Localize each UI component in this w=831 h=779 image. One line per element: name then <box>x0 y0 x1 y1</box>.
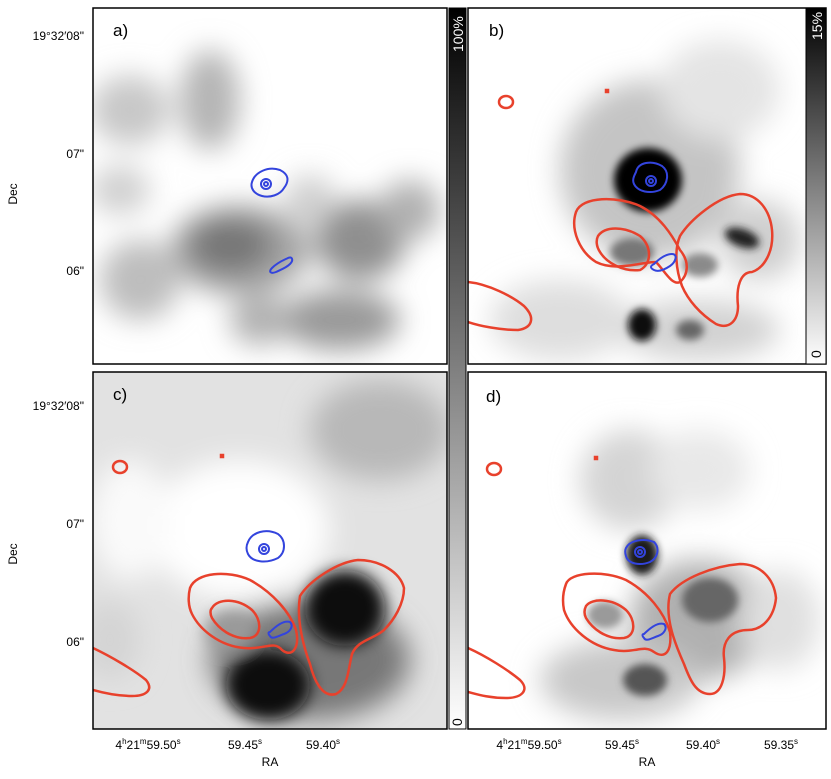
colorbar-left: 100% 0 <box>448 7 467 730</box>
dec-tick-label-06-bottom: 06" <box>66 635 84 649</box>
dec-tick-label-07-bottom: 07" <box>66 517 84 531</box>
panel-c: c) <box>92 371 448 730</box>
panel-b-label: b) <box>489 21 504 40</box>
panel-a: a) <box>92 7 448 365</box>
panel-c-image <box>93 372 447 729</box>
ra-tick-label-5940-left: 59.40s <box>306 737 340 752</box>
ra-axis-right: 4h21m59.50s 59.45s 59.40s 59.35s RA <box>496 737 798 769</box>
panel-b: b) <box>467 7 827 365</box>
ra-tick-label-5940-right: 59.40s <box>686 737 720 752</box>
dec-tick-label-07-top: 07" <box>66 147 84 161</box>
panel-a-image <box>93 50 440 350</box>
dec-axis-bottom: 19°32′08" 07" 06" Dec <box>6 399 84 649</box>
ra-tick-label-5945-right: 59.45s <box>605 737 639 752</box>
dec-tick-label-06-top: 06" <box>66 264 84 278</box>
panel-a-blue-contours <box>250 167 294 274</box>
dec-tick-label-08-bottom: 19°32′08" <box>33 399 84 413</box>
dec-axis-label-top: Dec <box>6 183 20 204</box>
ra-axis-left: 4h21m59.50s 59.45s 59.40s RA <box>115 737 340 769</box>
panel-d-label: d) <box>486 387 501 406</box>
ra-tick-label-5950-right: 4h21m59.50s <box>496 737 561 752</box>
colorbar-left-top-label: 100% <box>450 16 466 52</box>
panel-a-label: a) <box>113 21 128 40</box>
colorbar-right-bottom-label: 0 <box>808 350 824 358</box>
colorbar-right-top-label: 15% <box>809 12 825 40</box>
panel-c-blue-contours <box>245 530 293 639</box>
panel-d-image <box>468 430 820 720</box>
panel-c-label: c) <box>113 385 127 404</box>
ra-axis-label-left: RA <box>262 755 279 769</box>
panel-d-red-contours <box>468 455 778 700</box>
panel-b-blue-contours <box>632 161 677 272</box>
ra-tick-label-5945-left: 59.45s <box>228 737 262 752</box>
colorbar-right: 15% 0 <box>805 7 827 365</box>
panel-d: d) <box>467 371 827 730</box>
panel-b-red-contours <box>468 88 774 332</box>
dec-axis-label-bottom: Dec <box>6 543 20 564</box>
panel-d-blue-contours <box>624 539 667 641</box>
dec-axis-top: 19°32′08" 07" 06" Dec <box>6 29 84 278</box>
colorbar-left-bottom-label: 0 <box>449 718 465 726</box>
ra-axis-label-right: RA <box>639 755 656 769</box>
panel-b-image <box>468 40 800 360</box>
panel-c-red-contours <box>93 453 406 698</box>
ra-tick-label-5935-right: 59.35s <box>764 737 798 752</box>
ra-tick-label-5950-left: 4h21m59.50s <box>115 737 180 752</box>
dec-tick-label-08-top: 19°32′08" <box>33 29 84 43</box>
